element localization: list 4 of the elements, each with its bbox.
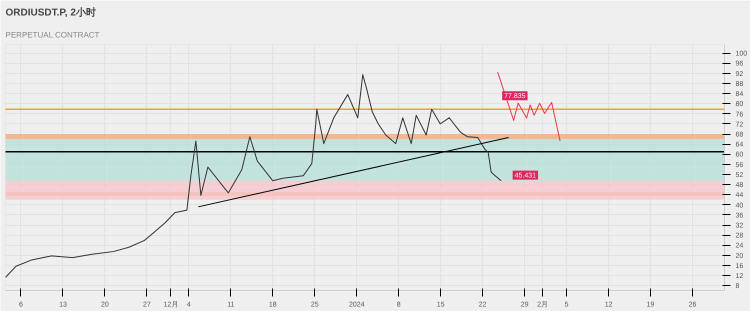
line-series: [497, 72, 561, 142]
chart-subtitle: PERPETUAL CONTRACT: [6, 30, 100, 40]
chart-title: ORDIUSDT.P, 2小时: [6, 6, 96, 18]
line-series: [6, 74, 502, 278]
